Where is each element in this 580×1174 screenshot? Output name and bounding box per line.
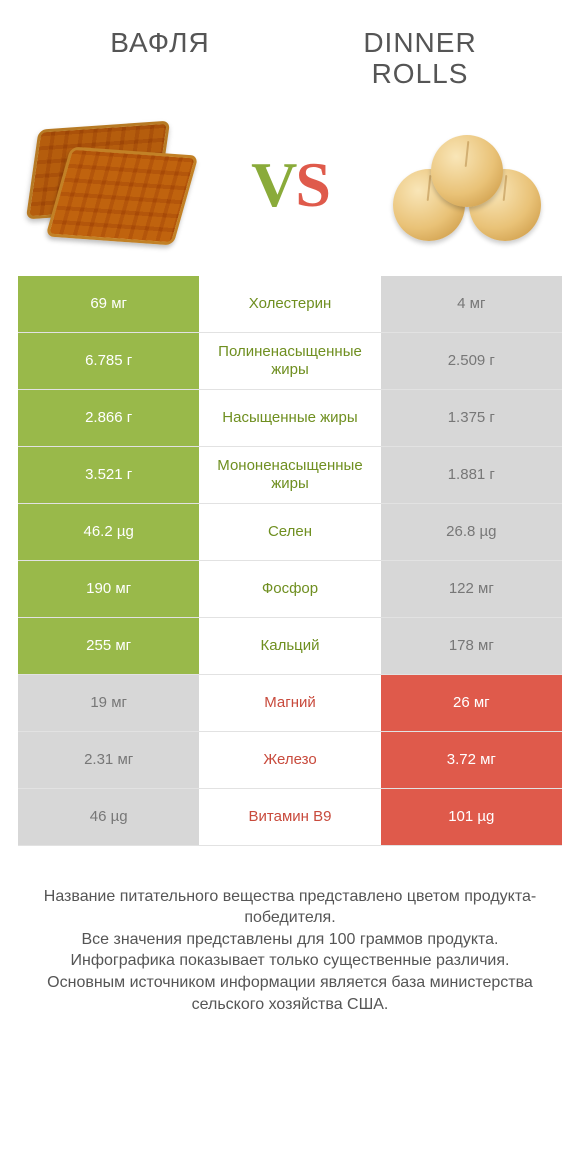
nutrient-label: Насыщенные жиры bbox=[199, 390, 380, 446]
table-row: 6.785 гПолиненасыщенные жиры2.509 г bbox=[18, 333, 562, 390]
right-value: 3.72 мг bbox=[381, 732, 562, 788]
left-food-title: ВАФЛЯ bbox=[60, 28, 260, 90]
table-row: 69 мгХолестерин4 мг bbox=[18, 276, 562, 333]
rolls-illustration bbox=[382, 110, 552, 260]
right-food-title: DINNER ROLLS bbox=[320, 28, 520, 90]
nutrient-label: Мононенасыщенные жиры bbox=[199, 447, 380, 503]
nutrient-label: Железо bbox=[199, 732, 380, 788]
nutrient-label: Полиненасыщенные жиры bbox=[199, 333, 380, 389]
nutrient-label: Кальций bbox=[199, 618, 380, 674]
table-row: 2.866 гНасыщенные жиры1.375 г bbox=[18, 390, 562, 447]
right-value: 101 µg bbox=[381, 789, 562, 845]
left-value: 46 µg bbox=[18, 789, 199, 845]
table-row: 2.31 мгЖелезо3.72 мг bbox=[18, 732, 562, 789]
footer-notes: Название питательного вещества представл… bbox=[0, 846, 580, 1016]
vs-label: VS bbox=[251, 148, 329, 222]
left-value: 2.31 мг bbox=[18, 732, 199, 788]
right-value: 2.509 г bbox=[381, 333, 562, 389]
waffle-illustration bbox=[28, 110, 198, 260]
footer-line: Инфографика показывает только существенн… bbox=[26, 950, 554, 972]
nutrient-label: Магний bbox=[199, 675, 380, 731]
nutrient-label: Витамин B9 bbox=[199, 789, 380, 845]
left-value: 6.785 г bbox=[18, 333, 199, 389]
table-row: 255 мгКальций178 мг bbox=[18, 618, 562, 675]
table-row: 3.521 гМононенасыщенные жиры1.881 г bbox=[18, 447, 562, 504]
left-value: 190 мг bbox=[18, 561, 199, 617]
table-row: 46.2 µgСелен26.8 µg bbox=[18, 504, 562, 561]
right-value: 178 мг bbox=[381, 618, 562, 674]
footer-line: Название питательного вещества представл… bbox=[26, 886, 554, 929]
left-value: 69 мг bbox=[18, 276, 199, 332]
table-row: 190 мгФосфор122 мг bbox=[18, 561, 562, 618]
hero-row: VS bbox=[0, 100, 580, 276]
right-value: 4 мг bbox=[381, 276, 562, 332]
right-value: 1.881 г bbox=[381, 447, 562, 503]
right-value: 1.375 г bbox=[381, 390, 562, 446]
nutrient-label: Фосфор bbox=[199, 561, 380, 617]
right-value: 122 мг bbox=[381, 561, 562, 617]
right-value: 26 мг bbox=[381, 675, 562, 731]
footer-line: Основным источником информации является … bbox=[26, 972, 554, 1015]
left-value: 46.2 µg bbox=[18, 504, 199, 560]
left-value: 19 мг bbox=[18, 675, 199, 731]
comparison-table: 69 мгХолестерин4 мг6.785 гПолиненасыщенн… bbox=[0, 276, 580, 846]
table-row: 19 мгМагний26 мг bbox=[18, 675, 562, 732]
table-row: 46 µgВитамин B9101 µg bbox=[18, 789, 562, 846]
nutrient-label: Холестерин bbox=[199, 276, 380, 332]
left-value: 255 мг bbox=[18, 618, 199, 674]
left-value: 3.521 г bbox=[18, 447, 199, 503]
header: ВАФЛЯ DINNER ROLLS bbox=[0, 0, 580, 100]
right-value: 26.8 µg bbox=[381, 504, 562, 560]
footer-line: Все значения представлены для 100 граммо… bbox=[26, 929, 554, 951]
left-value: 2.866 г bbox=[18, 390, 199, 446]
nutrient-label: Селен bbox=[199, 504, 380, 560]
